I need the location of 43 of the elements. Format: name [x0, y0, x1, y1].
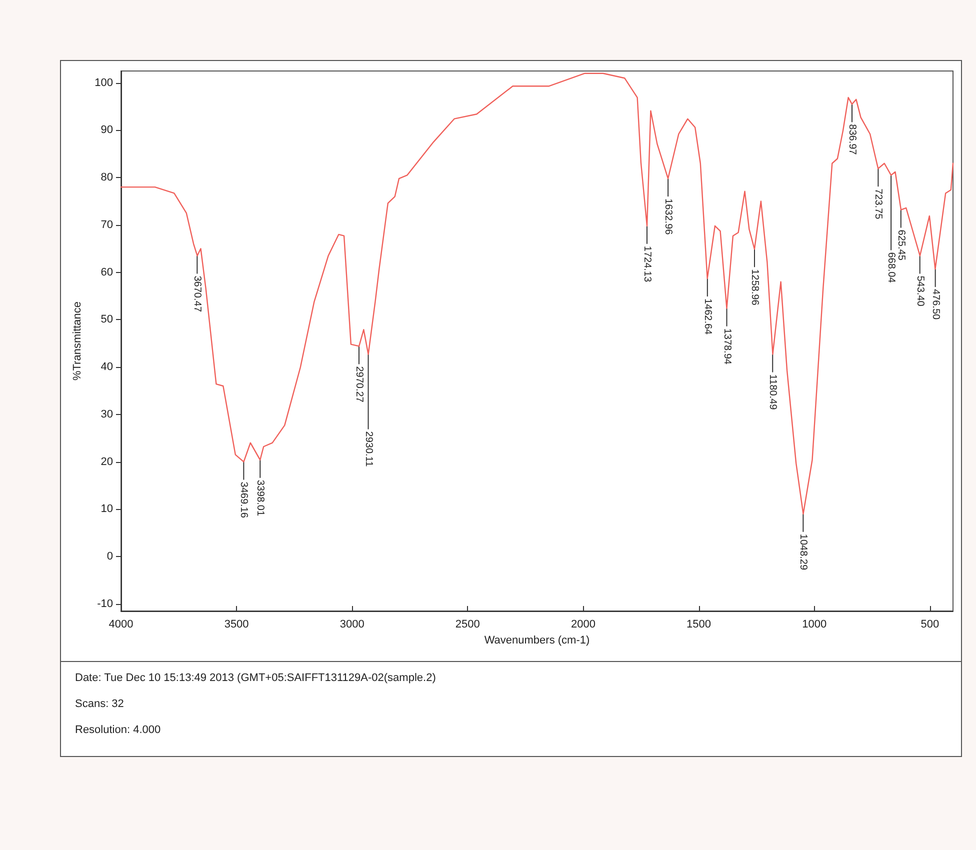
x-axis-title: Wavenumbers (cm-1) — [484, 634, 590, 646]
annotation: 2970.27 — [353, 366, 364, 403]
y-tick-label: 30 — [100, 408, 113, 420]
text: Resolution: 4.000 — [75, 724, 162, 736]
y-tick-label: 20 — [100, 456, 113, 468]
y-tick-label: 70 — [100, 218, 113, 231]
y-axis-title: %Transmittance — [72, 301, 84, 381]
annotation: 3469.16 — [238, 482, 250, 518]
annotation: 2930.11 — [362, 431, 374, 468]
annotation: 543.40 — [914, 276, 926, 307]
annotation: 3398.01 — [254, 480, 266, 516]
y-tick-label: -10 — [97, 598, 113, 610]
x-tick-label: 3000 — [340, 618, 364, 630]
annotation: 836.97 — [846, 124, 858, 156]
x-tick-label: 2000 — [570, 618, 596, 630]
annotation: 1378.94 — [721, 328, 732, 365]
x-tick-label: 4000 — [108, 618, 134, 630]
annotation: 1724.13 — [641, 246, 652, 282]
annotation: 1180.49 — [767, 374, 778, 410]
x-tick-label: 3500 — [224, 618, 249, 630]
text: Scans: 32 — [75, 698, 125, 710]
y-tick-label: 80 — [100, 172, 113, 184]
annotation: 3670.47 — [192, 276, 203, 312]
y-tick-label: 10 — [100, 503, 113, 516]
annotation: 625.45 — [895, 230, 906, 261]
y-tick-label: 0 — [106, 550, 113, 563]
y-tick-label: 40 — [100, 361, 113, 374]
y-tick-label: 100 — [94, 76, 113, 89]
annotation: 668.04 — [886, 252, 897, 284]
annotation: 1048.29 — [798, 534, 809, 570]
x-tick-label: 1000 — [802, 618, 827, 630]
annotation: 476.50 — [930, 289, 941, 320]
y-tick-label: 50 — [100, 314, 113, 326]
y-tick-label: 60 — [100, 266, 113, 278]
annotation: 723.75 — [872, 188, 884, 220]
y-tick-label: 90 — [100, 124, 113, 136]
text: Date: Tue Dec 10 15:13:49 2013 (GMT+05:SAIFFT131129A-02(sample.2) — [75, 672, 437, 684]
x-tick-label: 500 — [920, 618, 940, 630]
x-tick-label: 2500 — [455, 618, 480, 630]
annotation: 1258.96 — [748, 269, 760, 306]
annotation: 1462.64 — [702, 298, 713, 336]
x-tick-label: 1500 — [686, 618, 712, 630]
annotation: 1632.96 — [662, 198, 674, 236]
